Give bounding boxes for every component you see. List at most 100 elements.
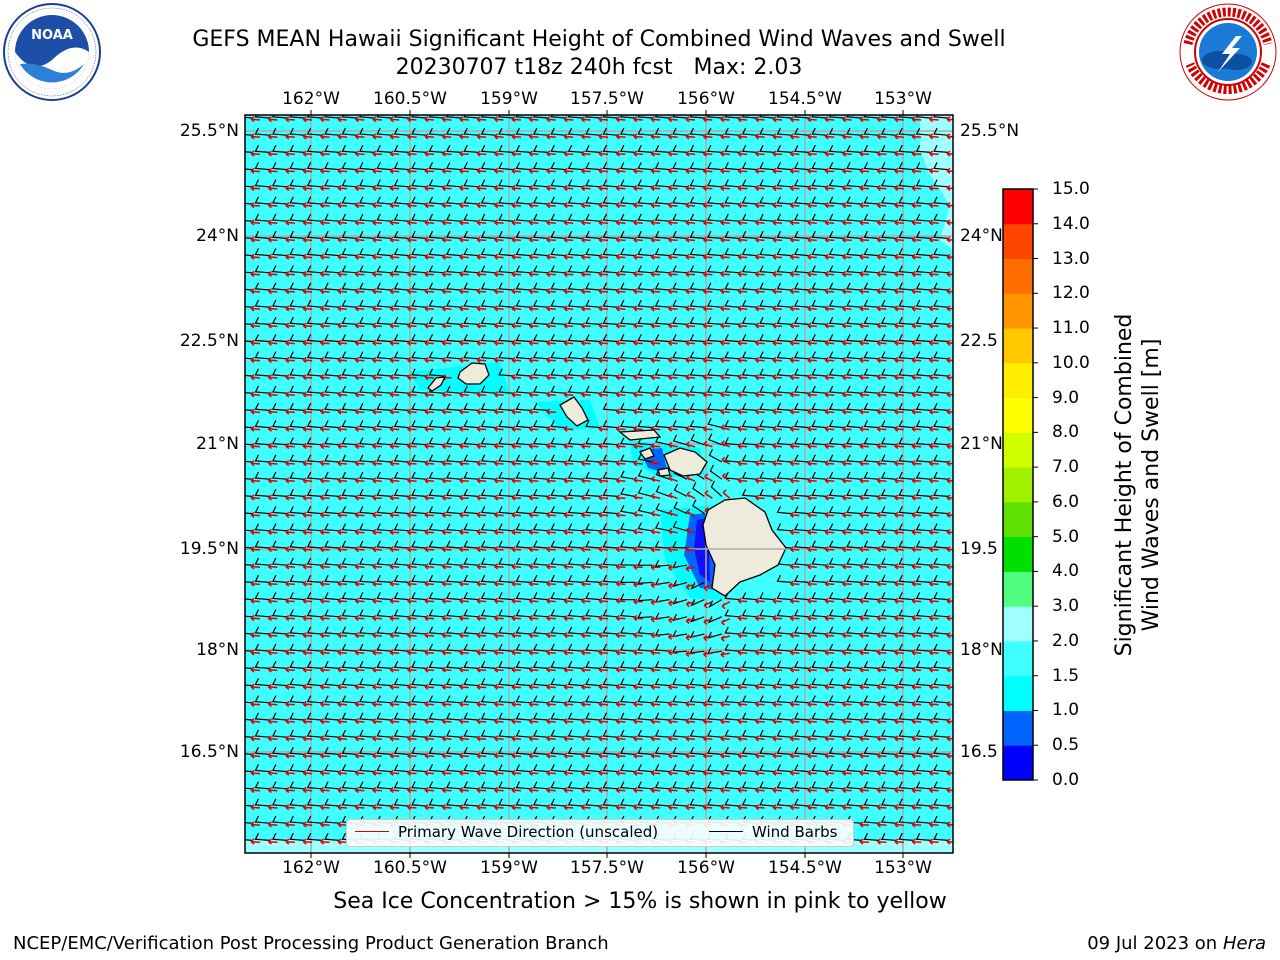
wave-direction-arrow: [250, 769, 261, 776]
wave-direction-arrow: [911, 305, 922, 312]
wave-direction-arrow: [737, 460, 748, 467]
wind-barb: [245, 185, 253, 188]
wave-direction-arrow: [320, 356, 330, 364]
wind-barb: [254, 746, 270, 755]
wind-barb: [567, 368, 583, 377]
wave-direction-arrow: [320, 666, 330, 673]
wave-direction-arrow: [563, 752, 574, 759]
wave-direction-arrow: [528, 597, 539, 604]
wind-barb: [811, 695, 827, 704]
legend-line-black: [709, 831, 743, 832]
wave-direction-arrow: [789, 133, 800, 140]
wave-direction-arrow: [459, 167, 469, 174]
wave-direction-arrow: [250, 270, 261, 278]
wave-direction-arrow: [337, 339, 348, 346]
wind-barb: [933, 248, 949, 257]
wind-barb: [411, 592, 427, 601]
wind-barb: [710, 480, 723, 497]
wind-barb: [463, 144, 479, 153]
wave-direction-arrow: [441, 236, 452, 243]
wave-direction-arrow: [668, 617, 678, 624]
wind-barb: [567, 248, 583, 257]
wave-direction-arrow: [633, 752, 643, 759]
wave-direction-arrow: [876, 270, 887, 278]
wave-direction-arrow: [285, 425, 295, 432]
wave-direction-arrow: [685, 600, 696, 608]
wave-direction-arrow: [354, 460, 365, 467]
wind-barb: [532, 712, 548, 721]
wave-direction-arrow: [876, 735, 887, 742]
wind-barb: [306, 196, 322, 205]
wind-barb: [463, 540, 479, 549]
lat-label-right: 18°N: [960, 640, 1003, 660]
wave-direction-arrow: [598, 167, 609, 174]
wind-barb: [933, 334, 949, 343]
lat-label-right: 19.5: [960, 539, 998, 559]
wind-barb: [776, 230, 792, 239]
wind-barb: [689, 781, 705, 790]
wave-direction-arrow: [702, 219, 713, 226]
wave-direction-arrow: [354, 270, 365, 278]
wind-barb: [880, 609, 896, 618]
wave-direction-arrow: [476, 649, 487, 656]
wave-direction-arrow: [372, 150, 382, 157]
wave-direction-arrow: [528, 391, 539, 398]
wave-direction-arrow: [581, 391, 591, 398]
wind-barb: [463, 488, 479, 497]
wind-barb: [289, 115, 305, 119]
wind-barb: [324, 213, 340, 222]
wave-direction-arrow: [337, 804, 348, 811]
wind-barb: [245, 735, 253, 738]
wave-direction-arrow: [633, 184, 643, 192]
wave-direction-arrow: [250, 150, 261, 157]
wind-barb: [358, 609, 374, 618]
wave-direction-arrow: [563, 270, 574, 278]
wave-direction-arrow: [946, 442, 953, 450]
wind-barb: [567, 162, 583, 171]
wave-direction-arrow: [372, 442, 382, 450]
wave-direction-arrow: [302, 528, 313, 536]
colorbar-tick-label: 8.0: [1052, 422, 1080, 443]
wind-barb: [393, 265, 409, 274]
wave-direction-arrow: [546, 236, 556, 243]
wave-direction-arrow: [528, 425, 539, 432]
wind-barb: [254, 402, 270, 411]
wind-barb: [306, 351, 322, 360]
wind-barb: [289, 574, 305, 583]
wave-direction-arrow: [459, 408, 469, 415]
wave-direction-arrow: [285, 718, 295, 725]
wave-direction-arrow: [285, 752, 295, 759]
wind-barb: [619, 248, 635, 257]
wind-barb: [376, 420, 392, 429]
wave-direction-arrow: [720, 116, 730, 123]
wave-direction-arrow: [633, 546, 643, 553]
wind-barb: [915, 832, 931, 841]
wind-barb: [341, 454, 357, 463]
wind-barb: [793, 420, 809, 429]
wave-direction-arrow: [563, 546, 574, 553]
wind-barb: [393, 144, 409, 153]
wind-barb: [637, 540, 653, 549]
wind-barb: [532, 506, 548, 515]
wave-direction-arrow: [859, 184, 870, 192]
wind-barb: [289, 781, 305, 790]
wave-direction-arrow: [842, 477, 852, 484]
wind-barb: [741, 351, 757, 360]
wave-direction-arrow: [598, 666, 609, 673]
wave-direction-arrow: [424, 683, 435, 690]
wind-barb: [672, 351, 688, 360]
wave-direction-arrow: [946, 649, 953, 656]
wave-direction-arrow: [685, 339, 696, 346]
legend-line-red: [355, 831, 389, 832]
wave-direction-arrow: [441, 597, 452, 604]
wave-direction-arrow: [859, 683, 870, 690]
wind-barb: [254, 574, 270, 583]
colorbar-segment: [1003, 223, 1033, 260]
wave-direction-arrow: [441, 460, 452, 467]
wave-direction-arrow: [407, 425, 417, 432]
wind-barb: [846, 248, 862, 257]
wave-direction-arrow: [598, 425, 609, 432]
wave-direction-arrow: [772, 236, 783, 243]
wind-barb: [445, 574, 461, 583]
wave-direction-arrow: [546, 649, 556, 656]
